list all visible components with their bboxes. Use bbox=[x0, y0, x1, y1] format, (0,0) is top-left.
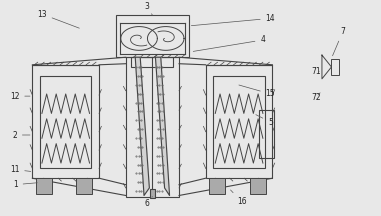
Text: 7: 7 bbox=[333, 27, 345, 56]
Text: 6: 6 bbox=[144, 197, 152, 208]
Text: 71: 71 bbox=[311, 67, 321, 76]
Bar bbox=[150, 189, 155, 198]
Bar bbox=[250, 178, 266, 194]
Text: 13: 13 bbox=[37, 10, 79, 28]
Bar bbox=[259, 110, 274, 158]
Text: 15: 15 bbox=[239, 85, 275, 98]
Bar bbox=[131, 57, 173, 67]
Text: 11: 11 bbox=[10, 165, 31, 174]
Bar bbox=[206, 65, 272, 178]
Bar bbox=[126, 57, 179, 197]
Bar bbox=[116, 15, 189, 57]
Polygon shape bbox=[155, 57, 170, 195]
Text: 4: 4 bbox=[193, 35, 265, 51]
Bar bbox=[40, 76, 91, 168]
Bar bbox=[36, 178, 52, 194]
Bar bbox=[213, 76, 265, 168]
Text: 12: 12 bbox=[10, 92, 30, 101]
Text: 16: 16 bbox=[231, 190, 247, 206]
Bar bbox=[209, 178, 225, 194]
Text: 2: 2 bbox=[12, 130, 30, 140]
Bar bbox=[76, 178, 92, 194]
Polygon shape bbox=[135, 57, 149, 195]
Bar bbox=[331, 59, 339, 75]
Bar bbox=[32, 65, 99, 178]
Text: 3: 3 bbox=[144, 2, 152, 15]
Text: 72: 72 bbox=[311, 93, 321, 102]
Text: 1: 1 bbox=[13, 180, 37, 189]
Text: 5: 5 bbox=[256, 115, 273, 127]
Text: 14: 14 bbox=[191, 14, 275, 26]
